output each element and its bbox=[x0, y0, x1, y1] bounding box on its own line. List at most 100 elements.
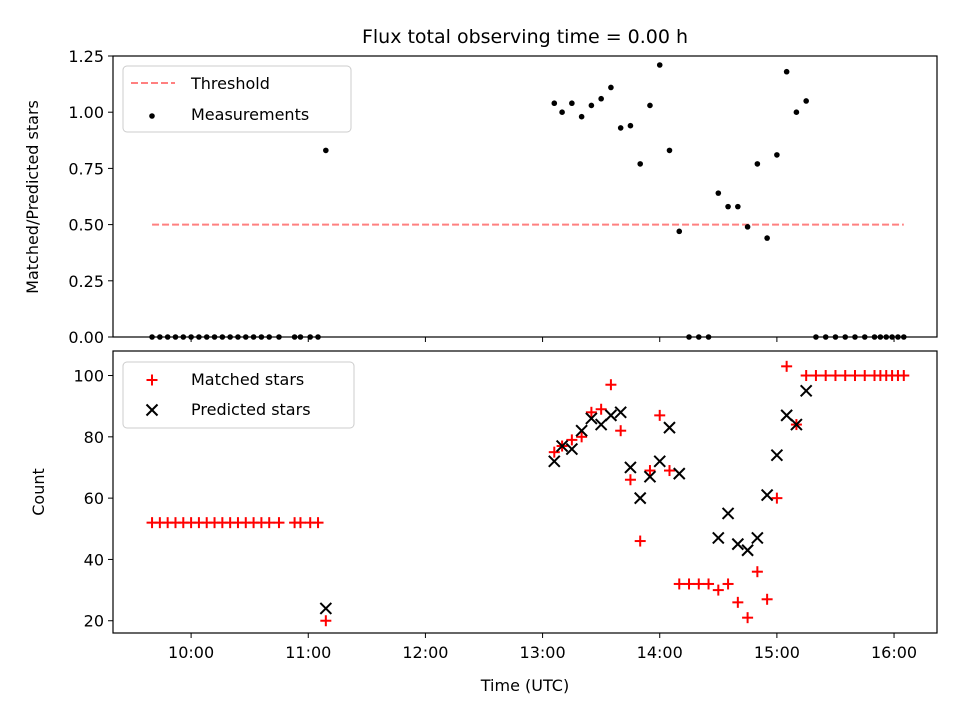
measurement-point bbox=[715, 190, 722, 196]
measurement-point bbox=[637, 161, 644, 167]
matched-star-point bbox=[673, 578, 685, 590]
predicted-star-point bbox=[614, 406, 627, 419]
legend-measurements-label: Measurements bbox=[191, 105, 309, 124]
matched-star-point bbox=[312, 517, 324, 529]
top-ylabel: Matched/Predicted stars bbox=[23, 100, 42, 294]
measurement-point bbox=[774, 152, 780, 158]
top-ytick-label: 1.00 bbox=[68, 103, 104, 122]
predicted-star-point bbox=[780, 409, 793, 422]
predicted-star-point bbox=[712, 531, 725, 545]
legend-matched-marker bbox=[146, 374, 158, 386]
matched-star-point bbox=[320, 615, 332, 627]
legend-predicted-label: Predicted stars bbox=[191, 400, 311, 419]
predicted-star-point bbox=[633, 491, 647, 505]
legend-matched-label: Matched stars bbox=[191, 370, 304, 389]
bottom-ytick-label: 100 bbox=[73, 367, 104, 386]
measurement-point bbox=[783, 68, 790, 75]
predicted-star-point bbox=[770, 449, 784, 462]
matched-star-point bbox=[615, 425, 627, 437]
top-ytick-label: 0.50 bbox=[68, 216, 104, 235]
bottom-ylabel: Count bbox=[29, 468, 48, 516]
legend-predicted-swatch bbox=[145, 403, 159, 417]
matched-star-point bbox=[654, 409, 666, 421]
matched-star-point bbox=[849, 370, 861, 382]
legend-threshold-label: Threshold bbox=[190, 74, 270, 93]
matched-star-point bbox=[576, 431, 588, 443]
measurement-point bbox=[559, 109, 565, 115]
matched-star-point bbox=[829, 370, 841, 382]
matched-star-point bbox=[722, 578, 734, 590]
measurement-point bbox=[725, 203, 731, 210]
matched-star-point bbox=[771, 492, 783, 504]
matched-star-point bbox=[595, 403, 607, 415]
measurement-point bbox=[578, 113, 585, 120]
bottom-ytick-label: 40 bbox=[84, 550, 104, 569]
predicted-star-point bbox=[673, 467, 686, 480]
measurement-point bbox=[588, 102, 595, 109]
bottom-legend-box bbox=[122, 361, 355, 429]
measurement-point bbox=[666, 147, 673, 154]
measurement-point bbox=[764, 235, 770, 241]
bottom-panel: 20 40 60 80 100 10:00 11:00 12:00 13:00 14:00 15:0… bbox=[29, 350, 938, 695]
measurement-point bbox=[656, 62, 663, 68]
top-legend: Threshold Measurements bbox=[122, 65, 352, 133]
predicted-star-point bbox=[624, 461, 637, 474]
predicted-star-point bbox=[594, 418, 608, 431]
predicted-star-point bbox=[751, 531, 764, 545]
predicted-star-point bbox=[760, 488, 774, 502]
matched-star-point bbox=[644, 465, 656, 477]
top-ytick-label: 0.75 bbox=[68, 159, 104, 178]
measurement-point bbox=[617, 125, 624, 131]
top-axes-frame bbox=[112, 55, 938, 338]
measurement-point bbox=[754, 161, 761, 167]
measurement-point bbox=[569, 100, 575, 107]
matched-star-point bbox=[634, 535, 646, 547]
top-ytick-label: 0.00 bbox=[68, 328, 104, 347]
matched-star-point bbox=[585, 406, 597, 418]
matched-star-point bbox=[605, 379, 617, 391]
matched-star-point bbox=[732, 596, 744, 608]
predicted-star-point bbox=[741, 544, 754, 557]
measurement-point bbox=[598, 95, 604, 102]
predicted-star-point bbox=[643, 470, 657, 483]
matched-star-point bbox=[781, 360, 793, 372]
predicted-star-point bbox=[721, 507, 735, 520]
bottom-ytick-label: 80 bbox=[84, 428, 104, 447]
bottom-xtick-label: 10:00 bbox=[168, 643, 214, 662]
measurement-point bbox=[744, 224, 751, 230]
measurement-point bbox=[551, 100, 558, 107]
predicted-star-point bbox=[585, 412, 598, 425]
top-ytick-label: 1.25 bbox=[68, 47, 104, 66]
bottom-xtick-label: 16:00 bbox=[871, 643, 917, 662]
matched-star-point bbox=[703, 578, 715, 590]
matched-star-point bbox=[548, 446, 560, 458]
legend-measurements-swatch bbox=[149, 113, 155, 119]
matched-star-point bbox=[751, 566, 763, 578]
bottom-xlabel: Time (UTC) bbox=[480, 676, 569, 695]
measurement-point bbox=[647, 102, 653, 109]
bottom-ticks: 20 40 60 80 100 10:00 11:00 12:00 13:00 14:00 15:0… bbox=[73, 367, 917, 662]
measurement-point bbox=[676, 228, 683, 235]
predicted-star-point bbox=[548, 455, 561, 468]
top-title: Flux total observing time = 0.00 h bbox=[362, 26, 688, 48]
measurement-point bbox=[608, 84, 614, 91]
top-ticks: 0.00 0.25 0.50 0.75 1.00 1.25 bbox=[68, 47, 895, 347]
matched-star-point bbox=[624, 474, 636, 486]
predicted-star-point bbox=[565, 442, 579, 456]
matched-star-point bbox=[742, 612, 754, 624]
predicted-star-point bbox=[604, 409, 618, 422]
matched-star-point bbox=[294, 517, 306, 529]
top-legend-box bbox=[122, 65, 352, 133]
legend-matched-swatch bbox=[146, 374, 158, 386]
bottom-xtick-label: 15:00 bbox=[754, 643, 800, 662]
measurement-point bbox=[793, 109, 800, 115]
measurement-point bbox=[627, 122, 634, 129]
predicted-star-point bbox=[319, 602, 333, 615]
matched-star-point bbox=[566, 434, 578, 446]
predicted-star-point bbox=[663, 421, 676, 434]
bottom-xtick-label: 11:00 bbox=[285, 643, 331, 662]
top-panel: Flux total observing time = 0.00 h 0.00 0… bbox=[23, 26, 938, 347]
matched-star-point bbox=[800, 370, 812, 382]
matched-star-point bbox=[663, 465, 675, 477]
bottom-legend: Matched stars Predicted stars bbox=[122, 361, 355, 429]
